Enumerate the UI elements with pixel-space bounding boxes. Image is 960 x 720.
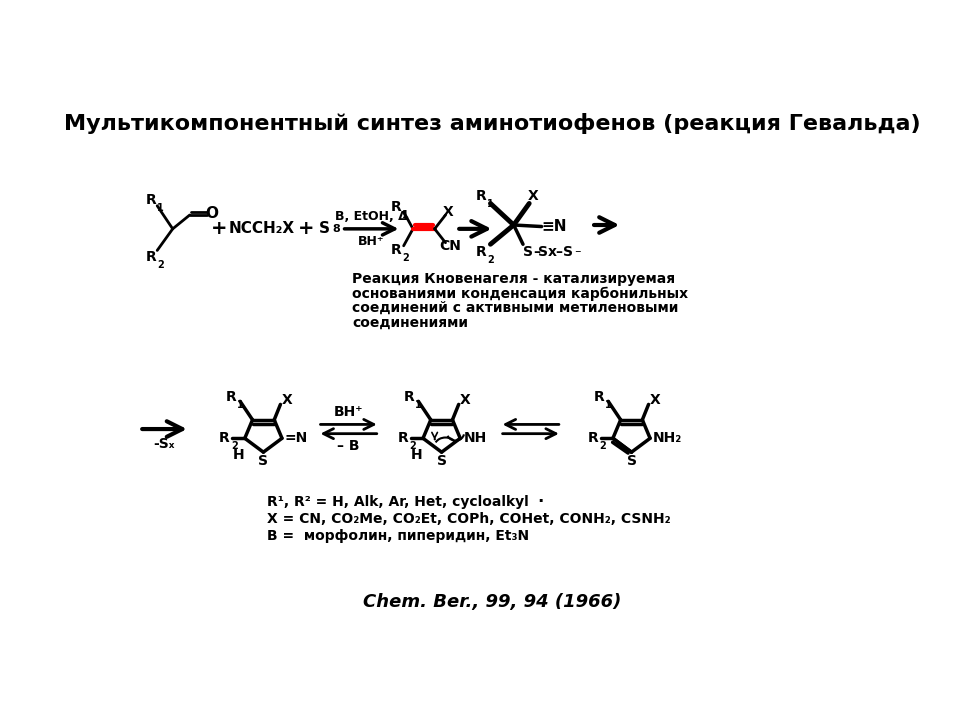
- Text: 2: 2: [409, 441, 416, 451]
- Text: ⁻: ⁻: [574, 248, 581, 261]
- Text: R: R: [219, 431, 230, 445]
- Text: основаниями конденсация карбонильных: основаниями конденсация карбонильных: [352, 287, 688, 301]
- Text: X: X: [460, 393, 470, 407]
- Text: 1: 1: [157, 202, 164, 212]
- Text: X = CN, CO₂Me, CO₂Et, COPh, COHet, CONH₂, CSNH₂: X = CN, CO₂Me, CO₂Et, COPh, COHet, CONH₂…: [267, 512, 671, 526]
- Text: 2: 2: [230, 441, 237, 451]
- Text: -Sₓ: -Sₓ: [154, 438, 175, 451]
- Text: 2: 2: [599, 441, 606, 451]
- Text: R: R: [588, 431, 598, 445]
- Text: соединениями: соединениями: [352, 316, 468, 330]
- Text: S: S: [437, 454, 446, 469]
- Text: X: X: [281, 393, 292, 407]
- Text: S: S: [258, 454, 269, 469]
- Text: – B: – B: [337, 439, 360, 453]
- Text: R: R: [404, 390, 415, 404]
- Text: Мультикомпонентный синтез аминотиофенов (реакция Гевальда): Мультикомпонентный синтез аминотиофенов …: [63, 113, 921, 134]
- Text: CN: CN: [440, 239, 461, 253]
- Text: BH⁺: BH⁺: [334, 405, 364, 419]
- Text: B, EtOH, Δ: B, EtOH, Δ: [335, 210, 407, 223]
- Text: NH: NH: [464, 431, 488, 445]
- Text: B =  морфолин, пиперидин, Et₃N: B = морфолин, пиперидин, Et₃N: [267, 529, 529, 543]
- Text: BH⁺: BH⁺: [358, 235, 384, 248]
- Text: R: R: [226, 390, 236, 404]
- Text: S: S: [522, 245, 533, 259]
- Text: NH₂: NH₂: [653, 431, 682, 445]
- Text: R: R: [391, 243, 401, 258]
- Text: –: –: [534, 245, 540, 259]
- Text: X: X: [649, 393, 660, 407]
- Text: S: S: [319, 221, 330, 236]
- Text: R: R: [146, 192, 156, 207]
- Text: NCCH₂X: NCCH₂X: [228, 221, 295, 236]
- Text: 1: 1: [237, 400, 244, 410]
- Text: =N: =N: [284, 431, 307, 445]
- Text: +: +: [211, 220, 228, 238]
- Text: S: S: [627, 454, 636, 469]
- Text: Chem. Ber., 99, 94 (1966): Chem. Ber., 99, 94 (1966): [363, 593, 621, 611]
- Text: 2: 2: [402, 253, 409, 264]
- Text: –: –: [555, 245, 563, 259]
- Text: R: R: [397, 431, 408, 445]
- Text: S: S: [563, 245, 573, 259]
- Text: 1: 1: [416, 400, 422, 410]
- Text: R: R: [593, 390, 605, 404]
- Text: H: H: [232, 449, 245, 462]
- Text: 8: 8: [332, 224, 340, 234]
- Text: 1: 1: [488, 199, 494, 209]
- Text: 1: 1: [402, 210, 409, 220]
- Text: 2: 2: [488, 255, 494, 265]
- Text: O: O: [204, 206, 218, 221]
- Text: R: R: [391, 200, 401, 215]
- Text: R¹, R² = H, Alk, Ar, Het, cycloalkyl: R¹, R² = H, Alk, Ar, Het, cycloalkyl: [267, 495, 529, 509]
- Text: ≡N: ≡N: [541, 219, 566, 234]
- Text: X: X: [528, 189, 539, 203]
- Text: Sx: Sx: [539, 245, 558, 259]
- Text: R: R: [476, 245, 487, 259]
- Text: X: X: [444, 205, 454, 219]
- Text: H: H: [411, 449, 422, 462]
- Text: Реакция Кновенагеля - катализируемая: Реакция Кновенагеля - катализируемая: [352, 272, 676, 286]
- Text: R: R: [476, 189, 487, 203]
- Text: +: +: [298, 220, 314, 238]
- Text: ·: ·: [537, 493, 543, 511]
- Text: соединений с активными метиленовыми: соединений с активными метиленовыми: [352, 301, 679, 315]
- Text: R: R: [146, 250, 156, 264]
- Text: 2: 2: [157, 260, 164, 270]
- Text: 1: 1: [605, 400, 612, 410]
